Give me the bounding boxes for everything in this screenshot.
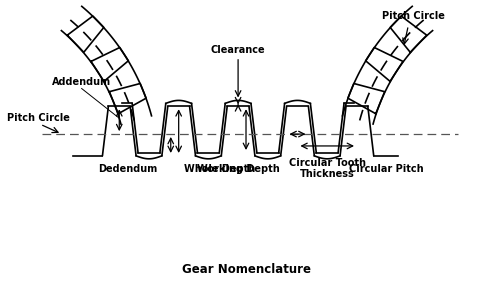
Text: Addendum: Addendum	[52, 76, 111, 87]
Text: Circular Tooth
Thickness: Circular Tooth Thickness	[288, 158, 366, 179]
Text: Circular Pitch: Circular Pitch	[349, 164, 424, 174]
Text: Clearance: Clearance	[211, 45, 265, 55]
Text: Whole Depth: Whole Depth	[184, 164, 255, 174]
Text: Pitch Circle: Pitch Circle	[382, 11, 445, 21]
Text: Gear Nomenclature: Gear Nomenclature	[182, 263, 312, 276]
Text: Dedendum: Dedendum	[98, 164, 157, 174]
Text: Working Depth: Working Depth	[197, 164, 280, 174]
Text: Pitch Circle: Pitch Circle	[7, 113, 70, 123]
